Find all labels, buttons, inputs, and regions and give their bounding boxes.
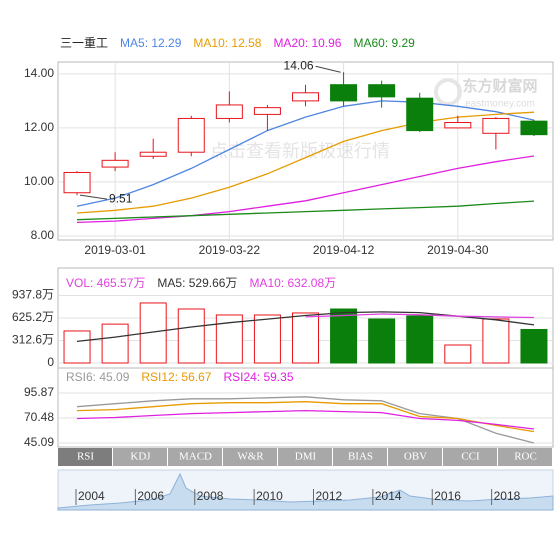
legend-entry: MA5: 529.66万 — [157, 276, 237, 290]
x-tick-label: 2019-04-12 — [313, 243, 375, 257]
legend-entry: 三一重工 — [60, 36, 108, 50]
rsi-line — [76, 401, 535, 433]
navigator-year: 2008 — [197, 489, 224, 503]
legend-entry: RSI24: 59.35 — [223, 370, 293, 384]
volume-bar — [177, 308, 205, 364]
tab-label[interactable]: MACD — [179, 451, 212, 463]
legend-entry: MA10: 12.58 — [193, 36, 261, 50]
navigator-year: 2006 — [137, 489, 164, 503]
candle-body — [63, 171, 91, 194]
legend-entry: RSI6: 45.09 — [66, 370, 130, 384]
tab-label[interactable]: ROC — [514, 451, 537, 463]
tab-label[interactable]: KDJ — [130, 451, 151, 463]
tab[interactable] — [168, 448, 222, 466]
annotation-arrow — [315, 65, 341, 73]
volume-bar — [368, 318, 396, 364]
annotation: 14.06 — [284, 58, 314, 72]
tab-label[interactable]: RSI — [77, 451, 94, 463]
legend-entry: VOL: 465.57万 — [66, 276, 145, 290]
navigator-area — [57, 472, 554, 511]
watermark-link[interactable]: 点击查看新版极速行情 — [210, 141, 390, 161]
tab-label[interactable]: DMI — [295, 451, 317, 463]
x-tick-label: 2019-03-01 — [84, 243, 146, 257]
y-tick-label: 14.00 — [24, 66, 54, 80]
tab[interactable] — [58, 448, 112, 466]
navigator-year: 2014 — [375, 489, 402, 503]
navigator-year: 2016 — [434, 489, 461, 503]
legend-entry: MA60: 9.29 — [353, 36, 415, 50]
candle-body — [330, 84, 358, 102]
volume-bar — [253, 314, 281, 364]
y-tick-label: 95.87 — [24, 385, 54, 399]
volume-bar — [63, 330, 91, 364]
watermark: 东方财富网 eastmoney.com 点击查看新版极速行情 — [210, 77, 538, 161]
volume-ma-line — [305, 313, 535, 319]
volume-bar — [330, 308, 358, 364]
x-tick-label: 2019-03-22 — [199, 243, 261, 257]
ma-line — [76, 155, 535, 224]
y-tick-label: 8.00 — [31, 228, 55, 242]
candle-body — [101, 159, 129, 168]
annotation-arrow — [79, 194, 108, 200]
tab[interactable] — [388, 448, 442, 466]
y-tick-label: 10.00 — [24, 174, 54, 188]
y-tick-label: 937.8万 — [12, 288, 54, 302]
volume-bar — [101, 323, 129, 364]
watermark-site: eastmoney.com — [465, 99, 535, 110]
candle-body — [406, 97, 434, 132]
ma-line — [76, 200, 535, 221]
y-tick-label: 625.2万 — [12, 310, 54, 324]
logo — [434, 78, 462, 106]
tab-label[interactable]: BIAS — [348, 451, 373, 463]
candle-body — [177, 117, 205, 153]
tab[interactable] — [223, 448, 277, 466]
tab[interactable] — [333, 448, 387, 466]
x-tick-label: 2019-04-30 — [427, 243, 489, 257]
volume-bar — [406, 315, 434, 364]
legend-entry: MA10: 632.08万 — [249, 276, 336, 290]
legend-entry: MA5: 12.29 — [120, 36, 182, 50]
candle-body — [139, 151, 167, 157]
navigator-year: 2004 — [78, 489, 105, 503]
candle-body — [292, 92, 319, 102]
tab[interactable] — [113, 448, 167, 466]
navigator — [57, 469, 554, 511]
navigator-year: 2018 — [494, 489, 521, 503]
y-tick-label: 0 — [47, 355, 54, 369]
watermark-brand: 东方财富网 — [462, 77, 537, 95]
annotation: 9.51 — [109, 191, 133, 205]
volume-bar — [444, 344, 472, 364]
candle-body — [253, 107, 281, 115]
rsi-frame — [57, 367, 554, 448]
tab[interactable] — [278, 448, 332, 466]
ma-line — [76, 100, 535, 207]
navigator-year: 2012 — [316, 489, 343, 503]
candle-body — [520, 120, 548, 136]
y-tick-label: 12.00 — [24, 120, 54, 134]
legend-entry: MA20: 10.96 — [273, 36, 341, 50]
legend-entry: RSI12: 56.67 — [141, 370, 211, 384]
candle-body — [215, 104, 243, 119]
price-frame — [57, 61, 554, 241]
rsi-line — [76, 409, 535, 430]
volume-bar — [482, 318, 510, 364]
volume-bar — [292, 312, 319, 364]
tab[interactable] — [443, 448, 497, 466]
tab-label[interactable]: W&R — [237, 451, 264, 463]
y-tick-label: 45.09 — [24, 435, 54, 449]
y-tick-label: 70.48 — [24, 410, 54, 424]
candle-body — [368, 84, 396, 98]
tab-label[interactable]: OBV — [404, 451, 427, 463]
navigator-year: 2010 — [256, 489, 283, 503]
candle-body — [444, 122, 472, 129]
tab-label[interactable]: CCI — [461, 451, 480, 463]
tab[interactable] — [498, 448, 552, 466]
y-tick-label: 312.6万 — [12, 333, 54, 347]
volume-bar — [520, 328, 548, 364]
candle-body — [482, 117, 510, 134]
